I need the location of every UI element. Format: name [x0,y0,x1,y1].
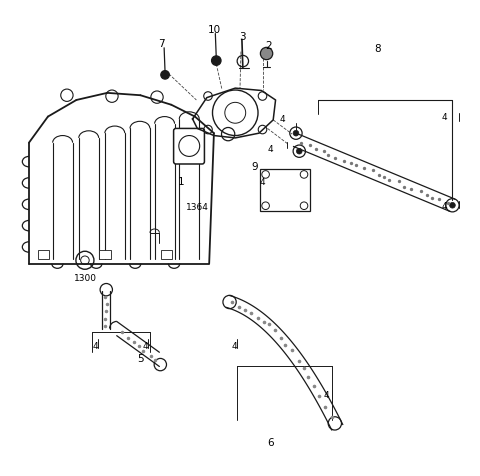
Text: 3: 3 [239,32,246,42]
Text: 1300: 1300 [74,274,97,283]
Text: 5: 5 [137,354,144,364]
Bar [260,169,310,212]
Text: 1: 1 [178,176,184,186]
Bar [99,251,110,259]
Circle shape [161,71,169,80]
Text: 8: 8 [374,44,381,54]
Text: 4: 4 [268,145,274,154]
Text: 4: 4 [93,341,98,350]
Text: 7: 7 [158,39,165,49]
Text: 10: 10 [207,25,220,35]
Text: 4: 4 [231,341,237,350]
Circle shape [293,131,299,137]
Text: 4: 4 [260,178,265,187]
Circle shape [297,149,302,155]
Text: 2: 2 [265,41,272,51]
FancyBboxPatch shape [174,129,204,165]
Circle shape [450,203,456,208]
Bar [37,251,49,259]
Text: 4: 4 [441,113,447,122]
Text: 4: 4 [441,201,447,210]
Circle shape [212,57,221,66]
Text: 4: 4 [324,391,329,400]
Text: 6: 6 [267,437,274,447]
Text: 1364: 1364 [186,203,209,212]
Text: 4: 4 [143,341,148,350]
Circle shape [260,48,273,60]
Text: 9: 9 [251,162,258,172]
Bar [161,251,172,259]
Text: 4: 4 [280,115,286,124]
